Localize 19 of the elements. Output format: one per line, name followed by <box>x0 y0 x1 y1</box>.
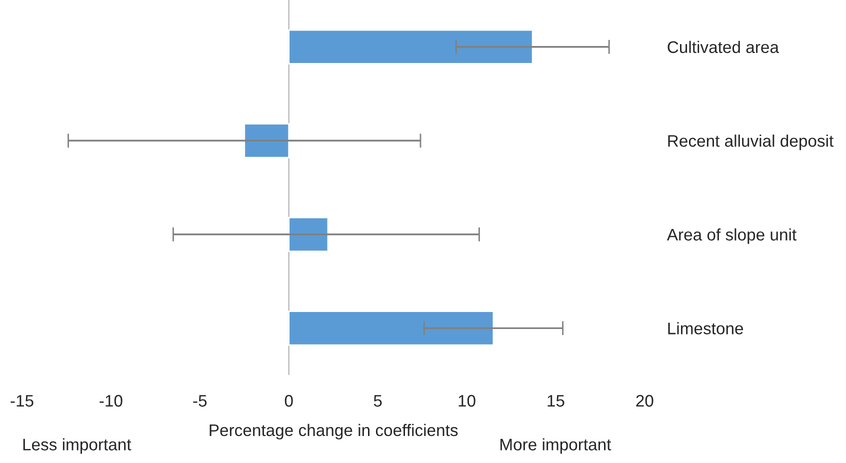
y-tick-label: Cultivated area <box>668 40 779 54</box>
x-tick-label: 5 <box>374 395 382 407</box>
bar <box>244 123 290 158</box>
y-tick-label: Area of slope unit <box>666 228 796 244</box>
x-tick-label: 10 <box>458 394 476 407</box>
x-tick-label: 15 <box>548 395 564 407</box>
x-axis-title: Percentage change in coefficients <box>210 424 458 440</box>
bar <box>288 310 494 346</box>
bar <box>288 29 534 64</box>
y-tick-label: Limestone <box>668 322 744 334</box>
x-tick-label: 0 <box>284 394 293 407</box>
text: More important <box>500 438 612 454</box>
x-tick-label: 20 <box>636 394 654 407</box>
x-tick-label: -10 <box>100 394 122 407</box>
x-tick-label: -15 <box>10 395 34 407</box>
x-tick-label: -5 <box>193 395 207 407</box>
y-tick-label: Recent alluvial deposit <box>668 134 834 150</box>
text: Less important <box>23 438 132 454</box>
bar <box>288 216 329 252</box>
